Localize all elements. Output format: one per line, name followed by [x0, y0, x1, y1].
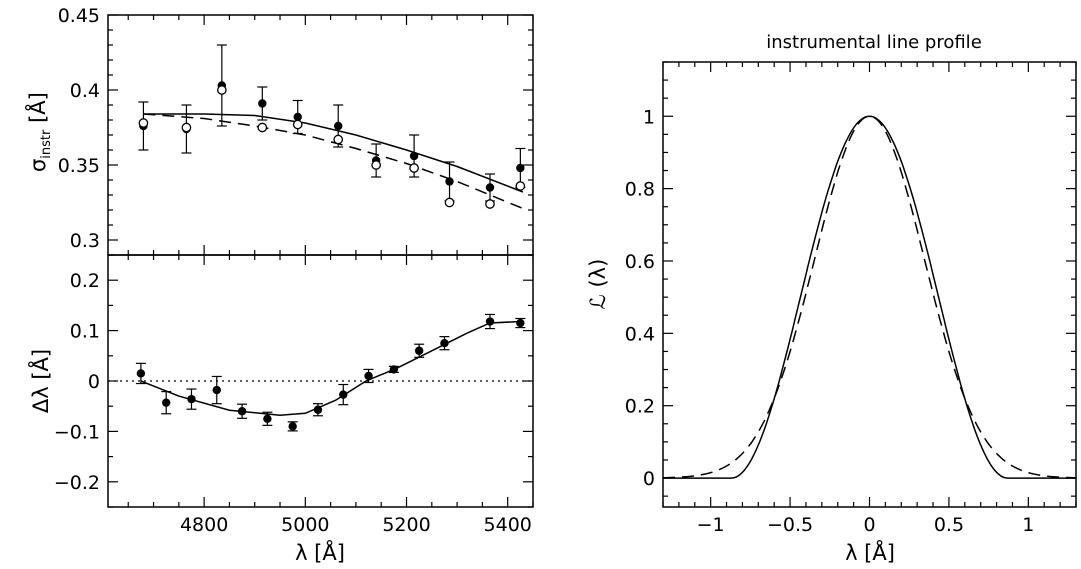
lineprofile-ytick-label: 0.4 — [625, 323, 655, 345]
sigma-point-open — [444, 197, 455, 208]
sigma-point-open — [409, 163, 419, 173]
sigma-point-open — [138, 118, 149, 128]
sigma-point-open — [371, 160, 382, 170]
lineprofile-ytick-label: 0.8 — [625, 179, 655, 201]
dlambda-point-filled — [288, 422, 297, 431]
dlambda-point-filled — [414, 346, 424, 355]
lineprofile-panel: instrumental line profile 0 0.2 0.4 0.6 0.8 1… — [586, 32, 1077, 565]
dlambda-point-filled — [516, 318, 525, 328]
sigma-model-lines — [143, 113, 524, 210]
sigma-point-open — [292, 119, 303, 130]
dlambda-point-filled — [161, 398, 171, 407]
dlambda-ytick-label: −0.1 — [54, 421, 100, 443]
dlambda-point-filled — [339, 390, 348, 399]
dlambda-xtick-labels: 4800 5000 5200 5400 — [180, 514, 532, 536]
sigma-solid-line — [143, 113, 524, 193]
sigma-point-filled — [445, 177, 454, 186]
dlambda-panel: −0.2−0.100.10.2 4800 5000 5200 5400 Δλ [Å] … — [27, 254, 534, 565]
lineprofile-ytick-label: 1 — [643, 106, 655, 128]
lineprofile-ticks — [662, 61, 1077, 507]
sigma-point-filled — [258, 99, 267, 108]
dlambda-point-filled — [212, 385, 221, 395]
sigma-ytick-label: 0.3 — [70, 230, 100, 252]
sigma-point-open — [216, 85, 227, 95]
dlambda-xtick-label: 5000 — [281, 514, 329, 536]
sigma-point-open — [485, 199, 495, 209]
lineprofile-dashed-curve — [662, 115, 1077, 479]
dlambda-ytick-label: 0.1 — [70, 321, 100, 343]
sigma-point-filled — [334, 121, 343, 131]
dlambda-point-filled — [440, 339, 449, 348]
sigma-point-filled — [485, 183, 495, 192]
dlambda-point-filled — [364, 371, 373, 381]
lineprofile-ytick-label: 0.2 — [625, 396, 655, 418]
dlambda-xtick-label: 4800 — [180, 514, 228, 536]
sigma-point-open — [257, 122, 268, 133]
sigma-ylabel-main: σ — [26, 159, 50, 172]
lineprofile-xtick-labels: −1 −0.5 0 0.5 1 — [697, 514, 1035, 536]
lineprofile-solid-curve — [663, 115, 1076, 479]
lineprofile-ytick-label: 0.6 — [625, 251, 655, 273]
lineprofile-ytick-label: 0 — [643, 468, 655, 490]
dlambda-solid-line — [140, 320, 521, 417]
dlambda-model-lines — [108, 320, 533, 417]
dlambda-ylabel: Δλ [Å] — [27, 349, 53, 413]
dlambda-point-filled — [136, 369, 146, 378]
dlambda-ytick-label: 0 — [88, 371, 100, 393]
sigma-data-points — [138, 44, 526, 209]
sigma-ylabel: σinstr [Å] — [24, 92, 54, 172]
sigma-point-filled — [516, 163, 525, 173]
sigma-point-open — [333, 134, 344, 145]
sigma-panel: 0.3 0.35 0.4 0.45 σinstr [Å] — [24, 5, 534, 256]
dlambda-xlabel: λ [Å] — [295, 539, 345, 565]
sigma-ytick-label: 0.45 — [58, 5, 100, 27]
lineprofile-plot-frame — [662, 61, 1077, 508]
dlambda-point-filled — [313, 405, 323, 414]
dlambda-ytick-labels: −0.2 −0.1 0 0.1 0.2 — [54, 270, 100, 494]
sigma-ylabel-sub: instr — [39, 129, 54, 159]
lineprofile-xtick-label: −1 — [697, 514, 725, 536]
dlambda-data-points — [135, 313, 526, 432]
lineprofile-curves — [662, 115, 1077, 479]
sigma-ytick-labels: 0.3 0.35 0.4 0.45 — [58, 5, 100, 252]
dlambda-ytick-label: −0.2 — [54, 472, 100, 494]
sigma-ytick-label: 0.35 — [58, 155, 100, 177]
sigma-point-open — [181, 122, 192, 133]
sigma-ticks — [108, 14, 534, 256]
dlambda-xtick-label: 5200 — [382, 514, 430, 536]
lineprofile-xtick-label: 1 — [1022, 514, 1034, 536]
sigma-ytick-label: 0.4 — [70, 80, 100, 102]
lineprofile-title: instrumental line profile — [766, 32, 982, 53]
lineprofile-xtick-label: 0.5 — [934, 514, 964, 536]
sigma-point-filled — [293, 112, 302, 122]
sigma-point-filled — [409, 151, 419, 161]
sigma-point-open — [515, 181, 526, 191]
lineprofile-xlabel: λ [Å] — [845, 539, 895, 565]
dlambda-ticks — [108, 254, 534, 508]
dlambda-ytick-label: 0.2 — [70, 270, 100, 292]
lineprofile-xtick-label: 0 — [863, 514, 875, 536]
sigma-plot-frame — [107, 14, 534, 256]
lineprofile-ytick-labels: 0 0.2 0.4 0.6 0.8 1 — [625, 106, 655, 490]
dlambda-point-filled — [263, 414, 272, 423]
dlambda-xtick-label: 5400 — [484, 514, 532, 536]
dlambda-point-filled — [485, 317, 495, 326]
dlambda-point-filled — [389, 365, 399, 374]
lineprofile-xtick-label: −0.5 — [767, 514, 813, 536]
dlambda-point-filled — [187, 394, 196, 404]
sigma-dashed-line — [143, 113, 524, 210]
lineprofile-ylabel: ℒ (λ) — [586, 259, 610, 310]
sigma-ylabel-unit: [Å] — [24, 92, 50, 129]
dlambda-point-filled — [237, 407, 247, 416]
